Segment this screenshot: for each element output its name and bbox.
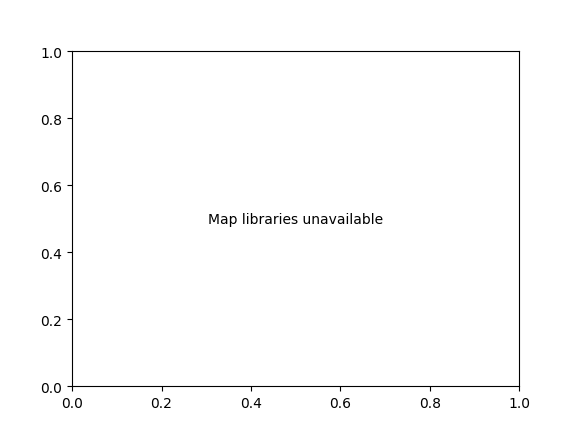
Text: Map libraries unavailable: Map libraries unavailable <box>208 212 383 226</box>
